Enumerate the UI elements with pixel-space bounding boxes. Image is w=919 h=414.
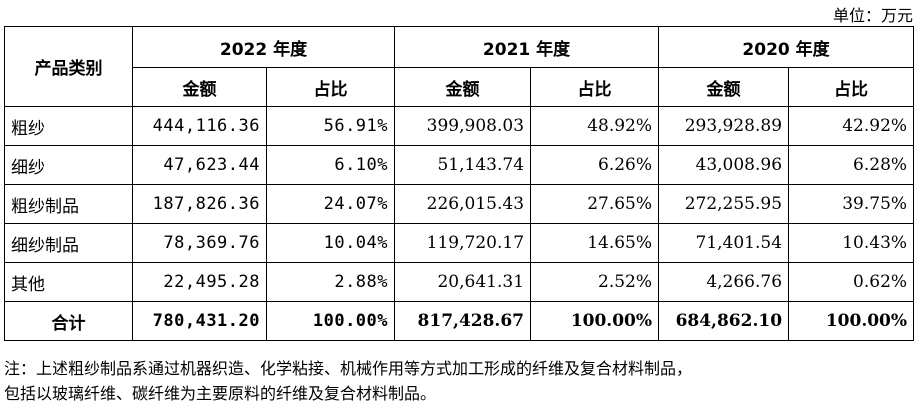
row-category: 粗纱制品 xyxy=(4,184,133,224)
header-amount-2022: 金额 xyxy=(132,67,267,107)
total-label: 合计 xyxy=(4,301,133,341)
total-ratio-2022: 100.00% xyxy=(265,301,396,341)
table-row: 粗纱制品 187,826.36 24.07% 226,015.43 27.65%… xyxy=(4,184,915,224)
header-year-2020: 2020 年度 xyxy=(658,26,915,68)
ratio-2022: 24.07% xyxy=(265,184,396,224)
amount-2021: 20,641.31 xyxy=(394,262,532,302)
ratio-2021: 14.65% xyxy=(530,223,660,263)
amount-2020: 272,255.95 xyxy=(658,184,790,224)
amount-2022: 22,495.28 xyxy=(132,262,267,302)
total-amount-2021: 817,428.67 xyxy=(394,301,532,341)
header-ratio-2022: 占比 xyxy=(265,67,396,107)
amount-2021: 119,720.17 xyxy=(394,223,532,263)
amount-2020: 293,928.89 xyxy=(658,106,790,146)
ratio-2020: 42.92% xyxy=(788,106,915,146)
ratio-2022: 2.88% xyxy=(265,262,396,302)
header-ratio-2021: 占比 xyxy=(530,67,660,107)
header-amount-2020: 金额 xyxy=(658,67,790,107)
product-revenue-table: 产品类别 2022 年度 2021 年度 2020 年度 金额 占比 金额 占比… xyxy=(4,26,915,341)
ratio-2021: 27.65% xyxy=(530,184,660,224)
amount-2022: 47,623.44 xyxy=(132,145,267,185)
header-year-2021: 2021 年度 xyxy=(394,26,660,68)
amount-2022: 78,369.76 xyxy=(132,223,267,263)
header-year-2022: 2022 年度 xyxy=(131,26,396,68)
table-row: 其他 22,495.28 2.88% 20,641.31 2.52% 4,266… xyxy=(4,262,915,302)
amount-2021: 399,908.03 xyxy=(394,106,532,146)
total-row: 合计 780,431.20 100.00% 817,428.67 100.00%… xyxy=(4,301,915,341)
footnote-line-1: 注：上述粗纱制品系通过机器织造、化学粘接、机械作用等方式加工形成的纤维及复合材料… xyxy=(4,359,693,378)
amount-2022: 444,116.36 xyxy=(132,106,267,146)
total-amount-2022: 780,431.20 xyxy=(132,301,267,341)
total-ratio-2020: 100.00% xyxy=(788,301,915,341)
row-category: 其他 xyxy=(4,262,133,302)
ratio-2020: 10.43% xyxy=(788,223,915,263)
ratio-2021: 48.92% xyxy=(530,106,660,146)
amount-2020: 4,266.76 xyxy=(658,262,790,302)
ratio-2020: 39.75% xyxy=(788,184,915,224)
header-ratio-2020: 占比 xyxy=(788,67,915,107)
total-ratio-2021: 100.00% xyxy=(530,301,660,341)
total-amount-2020: 684,862.10 xyxy=(658,301,790,341)
header-row-metrics: 金额 占比 金额 占比 金额 占比 xyxy=(5,67,915,107)
header-row-years: 产品类别 2022 年度 2021 年度 2020 年度 xyxy=(4,26,915,107)
header-category: 产品类别 xyxy=(4,26,133,107)
header-amount-2021: 金额 xyxy=(394,67,532,107)
table-row: 粗纱 444,116.36 56.91% 399,908.03 48.92% 2… xyxy=(4,106,915,146)
amount-2020: 71,401.54 xyxy=(658,223,790,263)
row-category: 细纱制品 xyxy=(4,223,133,263)
amount-2021: 226,015.43 xyxy=(394,184,532,224)
ratio-2021: 6.26% xyxy=(530,145,660,185)
row-category: 细纱 xyxy=(4,145,133,185)
amount-2020: 43,008.96 xyxy=(658,145,790,185)
ratio-2022: 10.04% xyxy=(265,223,396,263)
footnote: 注：上述粗纱制品系通过机器织造、化学粘接、机械作用等方式加工形成的纤维及复合材料… xyxy=(4,356,914,406)
amount-2021: 51,143.74 xyxy=(394,145,532,185)
unit-label: 单位：万元 xyxy=(832,6,913,25)
table-row: 细纱制品 78,369.76 10.04% 119,720.17 14.65% … xyxy=(4,223,915,263)
ratio-2022: 6.10% xyxy=(265,145,396,185)
table-row: 细纱 47,623.44 6.10% 51,143.74 6.26% 43,00… xyxy=(4,145,915,185)
amount-2022: 187,826.36 xyxy=(132,184,267,224)
footnote-line-2: 包括以玻璃纤维、碳纤维为主要原料的纤维及复合材料制品。 xyxy=(4,384,437,403)
ratio-2020: 0.62% xyxy=(788,262,915,302)
ratio-2020: 6.28% xyxy=(788,145,915,185)
ratio-2022: 56.91% xyxy=(265,106,396,146)
ratio-2021: 2.52% xyxy=(530,262,660,302)
row-category: 粗纱 xyxy=(4,106,133,146)
